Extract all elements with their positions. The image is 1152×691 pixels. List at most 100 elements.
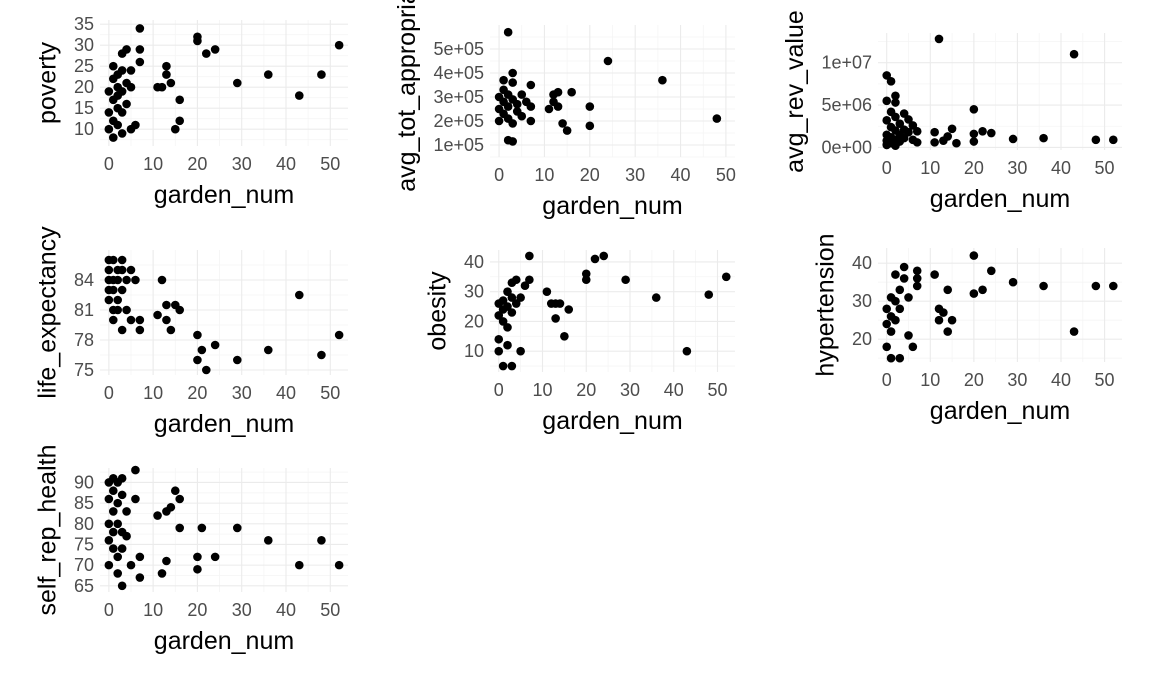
- data-point: [542, 287, 552, 296]
- data-point: [175, 523, 185, 533]
- data-point: [104, 295, 114, 305]
- data-point: [1039, 281, 1048, 291]
- y-tick-label: 80: [74, 514, 94, 534]
- data-point: [210, 552, 220, 562]
- data-point: [1069, 327, 1079, 336]
- data-point: [104, 560, 114, 570]
- y-tick-label: 3e+05: [433, 87, 484, 107]
- x-tick-label: 20: [187, 383, 207, 403]
- data-point: [512, 99, 522, 109]
- x-tick-label: 40: [276, 154, 296, 174]
- data-point: [585, 102, 595, 111]
- data-point: [891, 270, 900, 279]
- data-point: [122, 531, 131, 541]
- data-point: [104, 494, 114, 504]
- data-point: [899, 109, 909, 118]
- scatter-panel-4: 0 10 20 30 40 50 75 78 81 84 garden_num life_expect…: [34, 226, 348, 438]
- data-point: [886, 77, 896, 86]
- data-point: [162, 556, 171, 566]
- x-tick-label: 10: [143, 383, 163, 403]
- data-point: [891, 315, 900, 325]
- y-tick-label: 30: [852, 291, 872, 311]
- data-point: [895, 285, 905, 295]
- data-point: [117, 325, 127, 335]
- data-point: [166, 325, 176, 335]
- y-tick-label: 10: [464, 341, 484, 361]
- y-tick-label: 84: [74, 270, 94, 290]
- data-point: [525, 251, 534, 261]
- data-point: [498, 296, 508, 305]
- data-point: [162, 61, 171, 71]
- x-tick-label: 10: [532, 380, 552, 400]
- data-point: [108, 61, 118, 71]
- data-point: [210, 340, 220, 350]
- data-point: [526, 102, 536, 111]
- data-point: [108, 133, 118, 142]
- data-point: [126, 265, 136, 275]
- y-axis-title: poverty: [34, 42, 62, 124]
- x-tick-label: 40: [276, 600, 296, 620]
- scatter-panel-2: 0 10 20 30 40 50 1e+05 2e+05 3e+05 4e+05 5e+05 gard…: [393, 0, 736, 220]
- data-point: [581, 269, 591, 279]
- x-tick-label: 30: [1007, 158, 1027, 178]
- data-point: [508, 68, 517, 78]
- y-tick-label: 5e+05: [433, 39, 484, 59]
- data-point: [113, 305, 123, 315]
- data-point: [162, 300, 171, 310]
- x-tick-label: 40: [1051, 370, 1071, 390]
- data-point: [947, 124, 957, 134]
- y-tick-label: 1e+07: [821, 53, 872, 73]
- y-tick-label: 25: [74, 56, 94, 76]
- x-tick-label: 50: [320, 383, 340, 403]
- data-point: [294, 91, 304, 100]
- x-tick-label: 50: [716, 165, 736, 185]
- data-point: [511, 299, 521, 308]
- y-axis-title: avg_tot_appropria: [393, 0, 421, 192]
- data-point: [170, 124, 180, 134]
- y-tick-label: 40: [852, 253, 872, 273]
- data-point: [891, 112, 900, 122]
- y-axis-title: obesity: [424, 271, 452, 351]
- x-tick-label: 20: [580, 165, 600, 185]
- data-point: [113, 519, 123, 529]
- data-point: [135, 45, 145, 54]
- data-point: [113, 569, 123, 578]
- data-point: [334, 560, 344, 570]
- data-point: [1091, 281, 1101, 291]
- data-point: [201, 49, 211, 58]
- data-point: [131, 120, 140, 130]
- data-point: [912, 281, 922, 291]
- data-point: [153, 511, 162, 520]
- y-axis-title: self_rep_health: [34, 445, 62, 616]
- data-point: [908, 121, 918, 130]
- data-point: [904, 127, 913, 137]
- data-point: [104, 536, 114, 545]
- data-point: [232, 355, 242, 365]
- x-axis-title: garden_num: [930, 185, 1070, 213]
- data-point: [294, 560, 304, 570]
- data-point: [969, 251, 979, 260]
- data-point: [551, 314, 560, 323]
- data-point: [494, 334, 504, 344]
- data-point: [317, 350, 326, 360]
- data-point: [122, 45, 131, 54]
- data-point: [232, 78, 242, 88]
- x-tick-label: 10: [143, 154, 163, 174]
- data-point: [978, 285, 987, 295]
- x-tick-label: 10: [143, 600, 163, 620]
- data-point: [113, 275, 123, 285]
- y-tick-label: 90: [74, 472, 94, 492]
- data-point: [553, 87, 563, 97]
- y-tick-label: 20: [74, 77, 94, 97]
- data-point: [117, 265, 127, 275]
- data-point: [882, 342, 892, 352]
- data-point: [108, 527, 118, 537]
- x-tick-label: 10: [534, 165, 554, 185]
- data-point: [969, 137, 979, 146]
- data-point: [882, 319, 892, 329]
- data-point: [891, 296, 900, 306]
- x-tick-label: 40: [664, 380, 684, 400]
- data-point: [193, 330, 202, 340]
- data-point: [507, 293, 517, 302]
